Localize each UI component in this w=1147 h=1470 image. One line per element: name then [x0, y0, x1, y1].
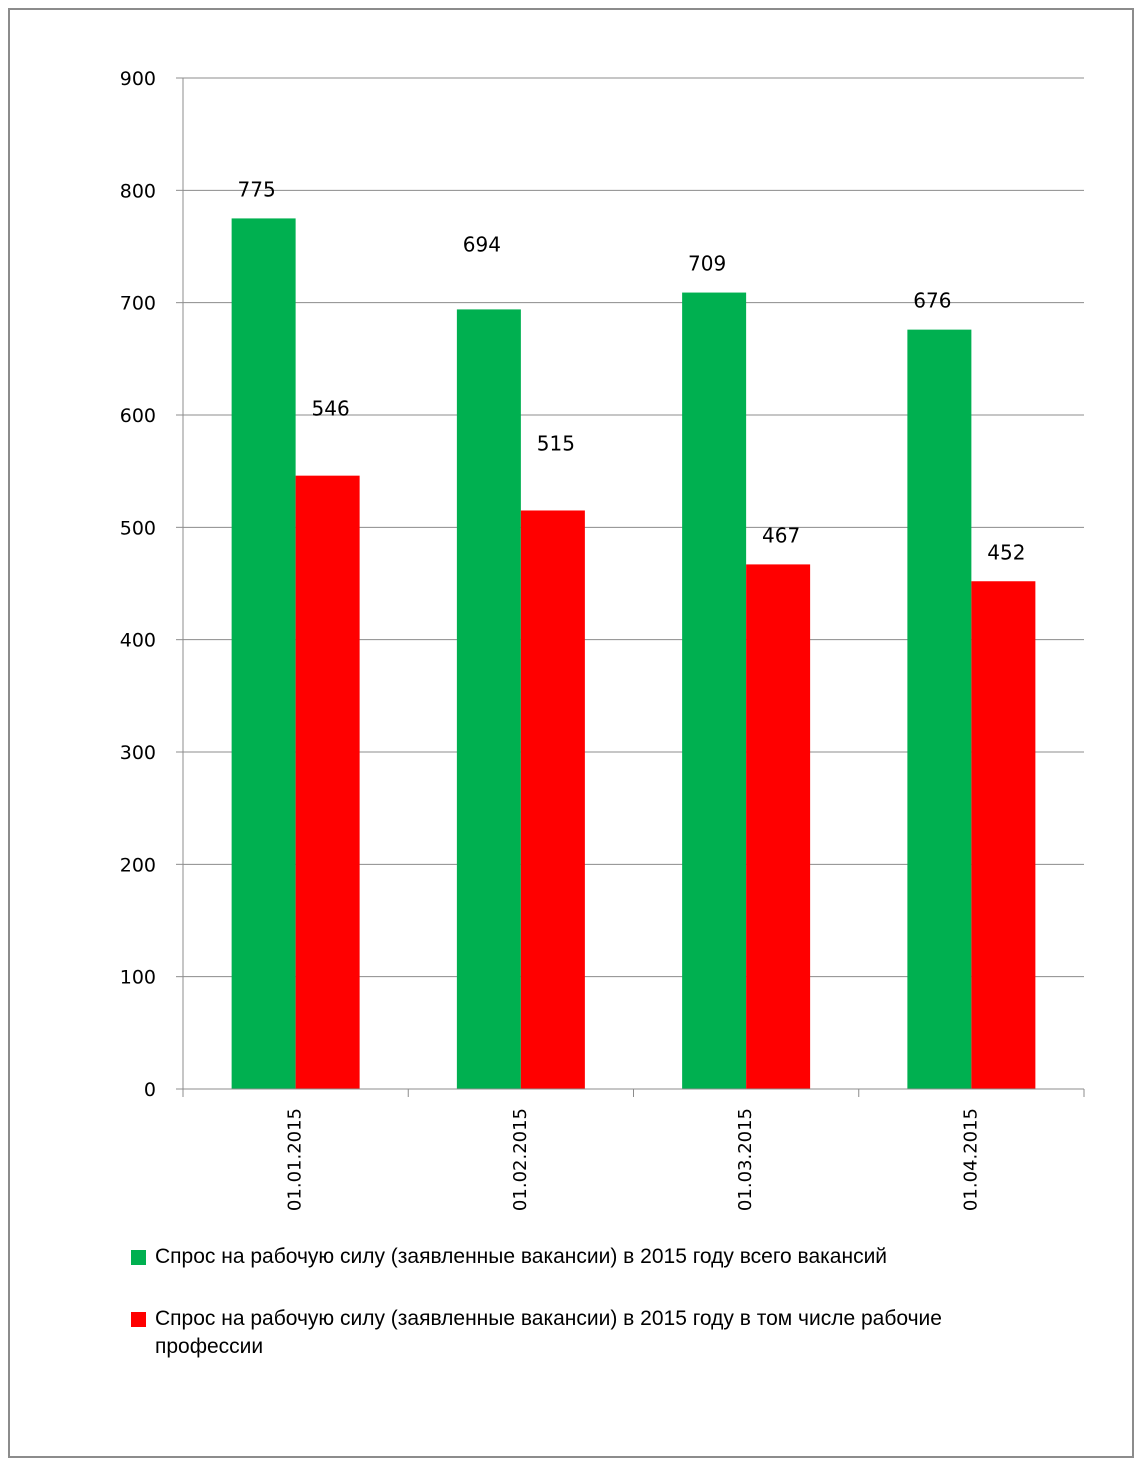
legend-item-total: Спрос на рабочую силу (заявленные ваканс… [131, 1243, 1115, 1271]
y-tick-label: 200 [120, 854, 156, 876]
bar-workers [746, 564, 811, 1089]
legend-label-workers: Спрос на рабочую силу (заявленные ваканс… [155, 1307, 942, 1358]
data-label: 694 [463, 232, 501, 256]
data-label: 467 [762, 523, 800, 547]
y-tick-label: 600 [120, 405, 156, 427]
bar-workers [971, 581, 1036, 1089]
legend-item-workers: Спрос на рабочую силу (заявленные ваканс… [131, 1305, 1055, 1361]
data-label: 709 [688, 252, 726, 276]
x-tick-label: 01.01.2015 [285, 1108, 306, 1211]
y-tick-label: 500 [120, 517, 156, 539]
data-label: 775 [238, 177, 276, 201]
data-labels: 775 546 694 515 709 467 676 452 [238, 177, 1026, 564]
x-tick-label: 01.02.2015 [510, 1108, 531, 1211]
y-tick-label: 300 [120, 742, 156, 764]
bar-total [907, 329, 972, 1089]
bars [231, 218, 1036, 1090]
y-tick-label: 0 [144, 1079, 156, 1101]
bar-total [231, 218, 296, 1089]
data-label: 452 [987, 540, 1025, 564]
y-tick-label: 900 [120, 68, 156, 90]
x-tick-label: 01.04.2015 [960, 1108, 981, 1211]
y-tick-label: 800 [120, 180, 156, 202]
bar-workers [295, 475, 360, 1089]
y-tick-label: 700 [120, 293, 156, 315]
x-tick-label: 01.03.2015 [735, 1108, 756, 1211]
y-tick-label: 100 [120, 967, 156, 989]
legend-swatch-workers [131, 1312, 146, 1327]
legend-swatch-total [131, 1250, 146, 1265]
data-label: 676 [913, 289, 951, 313]
axes: 0 100 200 300 400 500 600 700 800 900 01.01.2015 01… [120, 68, 1085, 1211]
bar-workers [520, 510, 585, 1089]
bar-total [682, 292, 747, 1090]
data-label: 546 [312, 397, 350, 421]
y-tick-label: 400 [120, 630, 156, 652]
legend-label-total: Спрос на рабочую силу (заявленные ваканс… [155, 1245, 888, 1268]
data-label: 515 [537, 431, 575, 455]
bar-total [456, 309, 521, 1089]
